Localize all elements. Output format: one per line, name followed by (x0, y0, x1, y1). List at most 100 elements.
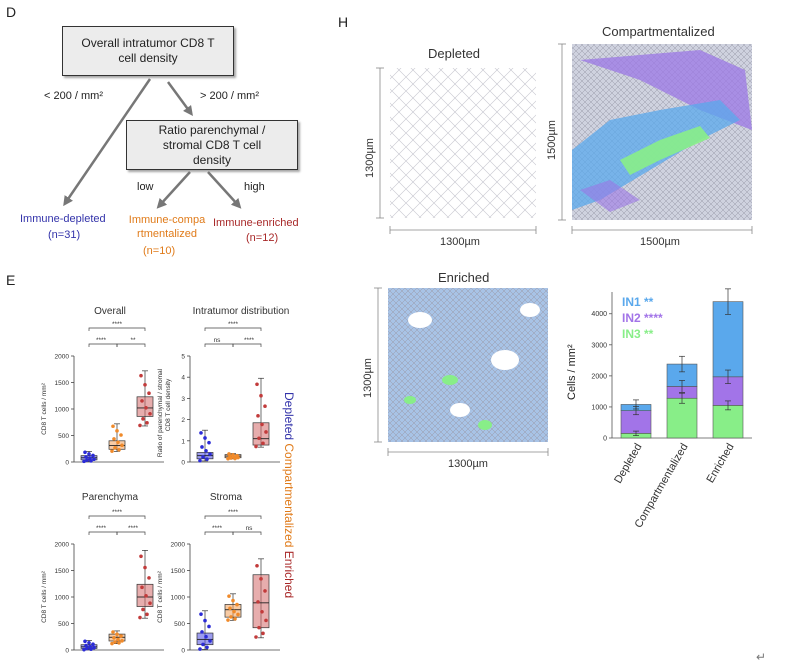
boxplot-point (236, 612, 240, 617)
boxplot-point (145, 612, 149, 617)
bar-ylabel: Cells / mm² (566, 344, 578, 400)
boxplot-point (201, 642, 205, 647)
boxplot-title-overall: Overall (94, 306, 126, 317)
boxplot-point (255, 563, 259, 568)
boxplot-point (112, 636, 116, 640)
boxplot-title-stroma: Stroma (209, 492, 243, 503)
boxplot-point (227, 594, 231, 598)
bar-y-tick-label: 3000 (591, 342, 607, 349)
boxplot-point (205, 457, 209, 461)
boxplot-point (260, 609, 264, 614)
boxplot-tick-label: 2000 (55, 542, 70, 549)
boxplot-box (108, 440, 126, 450)
boxplot-point (92, 457, 96, 462)
significance-label: **** (228, 321, 239, 328)
edge-label-high: high (244, 181, 265, 193)
return-glyph: ↵ (756, 650, 767, 664)
boxplot-point (116, 440, 120, 445)
boxplot-point (231, 453, 235, 457)
boxplot-tick-label: 500 (58, 433, 69, 440)
boxplot-point (143, 565, 147, 570)
boxplot-point (229, 615, 233, 619)
boxplot-point (235, 602, 239, 607)
boxplot-point (117, 641, 121, 645)
boxplot-point (263, 404, 267, 409)
significance-label: **** (96, 525, 107, 532)
boxplot-point (139, 554, 143, 559)
boxplot-point (120, 443, 124, 448)
significance-bracket (232, 343, 262, 347)
arrow-to-ratio (166, 81, 193, 117)
boxplot-tick-label: 500 (174, 621, 185, 628)
boxplot-point (235, 453, 239, 458)
boxplot-point (119, 634, 123, 638)
boxplot-point (207, 624, 211, 629)
boxplot-point (200, 445, 204, 449)
boxplot-point (91, 642, 95, 647)
boxplot-point (113, 640, 117, 644)
boxplot-point (227, 452, 231, 456)
significance-bracket (88, 327, 146, 331)
boxplot-point (92, 645, 96, 650)
boxplot-point (140, 585, 144, 590)
boxplot-point (233, 617, 237, 621)
boxplot-point (260, 422, 264, 427)
significance-label: **** (244, 337, 255, 344)
boxplot-ylabel: CD8 T cells / mm² (41, 570, 48, 623)
significance-label: **** (112, 321, 123, 328)
leaf-immune-depleted-n: (n=31) (48, 229, 81, 241)
boxplot-ylabel: CD8 T cells / mm² (41, 382, 48, 435)
significance-label: **** (212, 525, 223, 532)
boxplot-point (145, 421, 149, 425)
boxplot-point (232, 609, 236, 614)
map-compartmentalized (572, 44, 752, 220)
boxplot-point (256, 600, 260, 604)
leaf-immune-depleted: Immune-depleted (20, 213, 106, 225)
boxplot-point (255, 382, 259, 387)
significance-bracket (116, 531, 146, 535)
boxplot-point (82, 459, 86, 464)
boxplot-tick-label: 1500 (171, 568, 186, 575)
boxplot-point (144, 594, 148, 598)
boxplot-point (83, 639, 87, 644)
dimension-lines (374, 43, 753, 456)
boxplot-point (148, 601, 152, 606)
boxplot-point (120, 639, 124, 643)
arrow-to-comp (156, 171, 191, 209)
arrow-to-depleted (63, 78, 152, 207)
boxplot-tick-label: 2000 (55, 354, 70, 361)
boxplot-point (199, 431, 203, 435)
bar-legend-in2: IN2 **** (622, 311, 663, 325)
boxplot-point (83, 450, 87, 455)
flow-box-ratio: Ratio parenchymal / stromal CD8 T cell d… (126, 120, 298, 170)
leaf-immune-enriched: Immune-enriched (213, 217, 299, 229)
boxplot-point (204, 634, 208, 639)
boxplot-point (208, 452, 212, 456)
boxplot-tick-label: 0 (181, 460, 185, 467)
boxplot-point (112, 437, 116, 441)
boxplot-point (88, 456, 92, 460)
significance-bracket (204, 515, 262, 519)
boxplot-point (264, 618, 268, 623)
bar-y-tick-label: 2000 (591, 373, 607, 380)
boxplot-point (148, 411, 152, 416)
boxplot-point (261, 631, 265, 636)
bar-y-tick-label: 4000 (591, 311, 607, 318)
boxplot-point (198, 458, 202, 463)
bar-segment-in3 (712, 405, 744, 439)
edge-label-high-density: > 200 / mm² (200, 90, 259, 102)
boxplot-point (110, 641, 114, 646)
boxplot-point (87, 641, 91, 645)
boxplot-point (254, 444, 258, 449)
boxplot-point (259, 577, 263, 581)
boxplot-point (199, 612, 203, 616)
boxplot-point (147, 391, 151, 396)
boxplot-ylabel: Ratio of parenchymal / stromalCD8 T cell… (157, 368, 172, 457)
boxplot-tick-label: 3 (181, 396, 185, 403)
bar-legend-sig: **** (644, 311, 663, 325)
significance-label: ns (214, 337, 222, 344)
boxplot-point (117, 448, 121, 452)
